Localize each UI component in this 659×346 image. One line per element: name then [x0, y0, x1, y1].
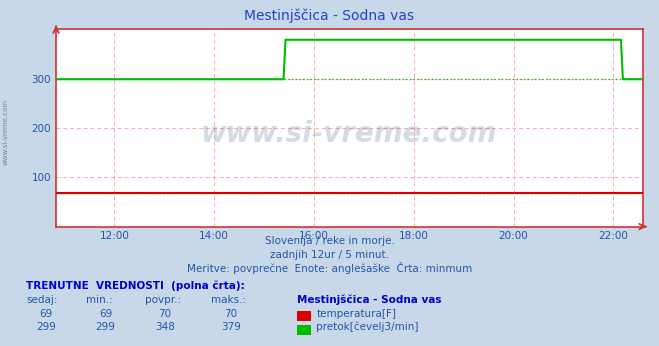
Text: 299: 299: [96, 322, 115, 333]
Text: min.:: min.:: [86, 295, 113, 305]
Text: 299: 299: [36, 322, 56, 333]
Text: www.si-vreme.com: www.si-vreme.com: [201, 120, 498, 148]
Text: zadnjih 12ur / 5 minut.: zadnjih 12ur / 5 minut.: [270, 250, 389, 260]
Text: Meritve: povprečne  Enote: anglešaške  Črta: minmum: Meritve: povprečne Enote: anglešaške Črt…: [187, 262, 472, 274]
Text: 70: 70: [224, 309, 237, 319]
Text: 69: 69: [40, 309, 53, 319]
Text: pretok[čevelj3/min]: pretok[čevelj3/min]: [316, 322, 419, 333]
Text: Mestinjščica - Sodna vas: Mestinjščica - Sodna vas: [244, 8, 415, 23]
Text: temperatura[F]: temperatura[F]: [316, 309, 396, 319]
Text: 348: 348: [155, 322, 175, 333]
Text: www.si-vreme.com: www.si-vreme.com: [2, 98, 9, 165]
Text: Mestinjščica - Sodna vas: Mestinjščica - Sodna vas: [297, 294, 441, 305]
Text: maks.:: maks.:: [211, 295, 246, 305]
Text: Slovenija / reke in morje.: Slovenija / reke in morje.: [264, 236, 395, 246]
Text: sedaj:: sedaj:: [26, 295, 58, 305]
Text: 70: 70: [158, 309, 171, 319]
Text: TRENUTNE  VREDNOSTI  (polna črta):: TRENUTNE VREDNOSTI (polna črta):: [26, 280, 245, 291]
Text: 69: 69: [99, 309, 112, 319]
Text: povpr.:: povpr.:: [145, 295, 181, 305]
Text: 379: 379: [221, 322, 241, 333]
